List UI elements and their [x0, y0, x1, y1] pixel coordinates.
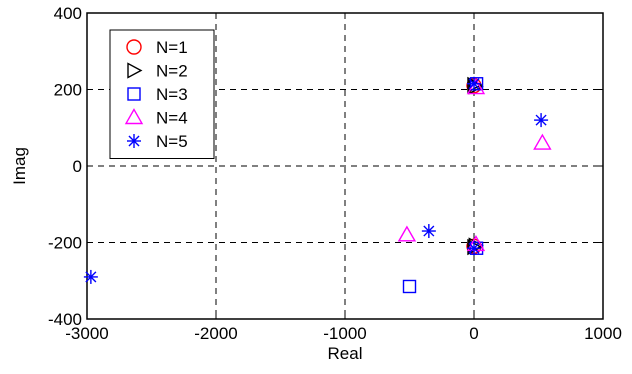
data-point — [534, 113, 549, 128]
data-point — [533, 133, 552, 150]
legend-label: N=2 — [156, 62, 188, 81]
data-point — [402, 279, 417, 294]
x-tick-label: -3000 — [65, 324, 108, 343]
x-tick-label: 0 — [469, 324, 478, 343]
y-axis-label: Imag — [10, 147, 29, 185]
legend-label: N=5 — [156, 132, 188, 151]
x-axis-label: Real — [328, 344, 363, 363]
grid — [87, 13, 603, 319]
y-tick-label: -200 — [48, 234, 82, 253]
y-tick-label: 400 — [54, 4, 82, 23]
legend-label: N=4 — [156, 109, 188, 128]
y-tick-label: -400 — [48, 310, 82, 329]
data-point — [467, 76, 481, 91]
legend-marker — [127, 87, 141, 101]
x-tick-label: 1000 — [584, 324, 622, 343]
legend-label: N=3 — [156, 85, 188, 104]
legend: N=1 N=2 N=3 N=4 N=5 — [109, 29, 215, 159]
y-tick-label: 0 — [73, 157, 82, 176]
data-marks — [83, 76, 552, 294]
legend-marker — [126, 39, 142, 55]
data-point — [421, 224, 436, 239]
legend-marker — [127, 134, 141, 148]
x-tick-label: -1000 — [323, 324, 366, 343]
legend-marker — [124, 108, 144, 125]
x-tick-label: -2000 — [194, 324, 237, 343]
legend-marker — [127, 62, 143, 79]
y-tick-label: 200 — [54, 81, 82, 100]
legend-label: N=1 — [156, 38, 188, 57]
data-point — [397, 225, 417, 242]
data-point — [83, 269, 98, 284]
data-point — [467, 241, 481, 256]
